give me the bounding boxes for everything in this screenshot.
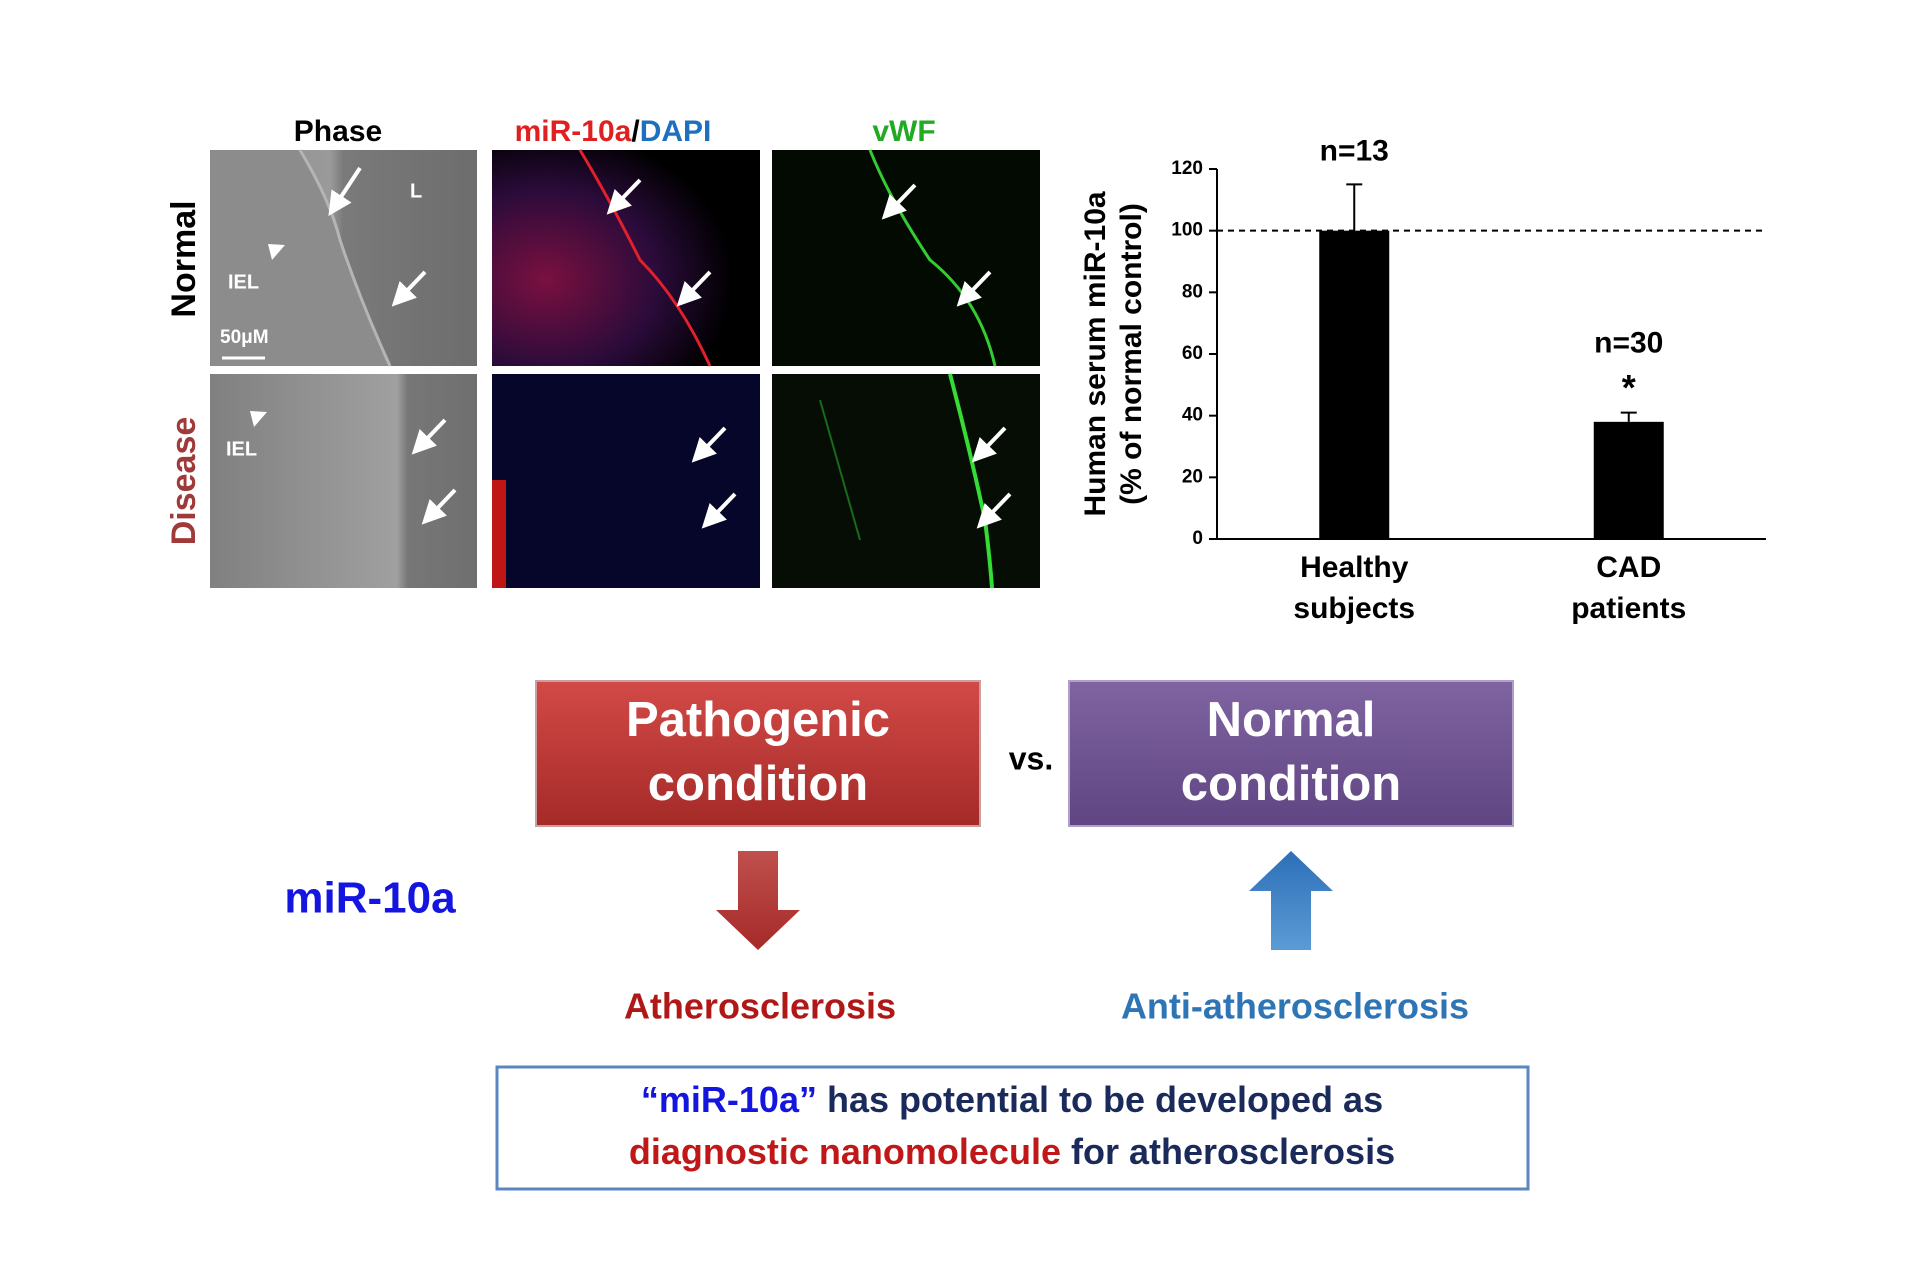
- text-part: “miR-10a”: [641, 1079, 817, 1120]
- x-tick-label-line: patients: [1571, 592, 1686, 625]
- down-arrow: [716, 851, 800, 950]
- box-text: condition: [648, 757, 868, 811]
- header-part: /: [631, 115, 640, 148]
- header-part: DAPI: [640, 115, 712, 148]
- column-header: miR-10a/DAPI: [515, 115, 712, 148]
- text-part: has potential to be developed as: [817, 1079, 1383, 1120]
- scale-bar-label: 50μM: [220, 327, 269, 348]
- box-text: Normal: [1207, 693, 1376, 747]
- y-axis-label-line: Human serum miR-10a: [1079, 191, 1112, 516]
- y-tick-label: 20: [1182, 466, 1203, 487]
- x-tick-label: Healthy subjects: [1293, 551, 1415, 625]
- dapi-normal: [492, 150, 760, 366]
- column-header: Phase: [294, 115, 382, 148]
- y-tick-label: 120: [1171, 158, 1203, 179]
- tissue: [210, 150, 390, 366]
- bar: [1593, 421, 1664, 539]
- y-axis-label: Human serum miR-10a (% of normal control): [1079, 191, 1148, 516]
- y-tick-label: 0: [1192, 528, 1203, 549]
- image-label: IEL: [228, 271, 259, 293]
- y-tick-label: 60: [1182, 343, 1203, 364]
- microscopy: L IEL 50μM IEL: [210, 149, 1040, 589]
- y-tick-label: 100: [1171, 220, 1203, 241]
- conclusion-line: “miR-10a” has potential to be developed …: [641, 1079, 1383, 1120]
- n-label: n=30: [1594, 327, 1663, 360]
- x-tick-label: CAD patients: [1571, 551, 1686, 625]
- image-label: L: [410, 180, 422, 202]
- image-label: IEL: [226, 438, 257, 460]
- vs-label: vs.: [1009, 740, 1053, 776]
- phase-disease: [210, 374, 477, 588]
- x-tick-label-line: subjects: [1293, 592, 1415, 625]
- up-arrow: [1249, 851, 1333, 950]
- y-tick-label: 40: [1182, 405, 1203, 426]
- text-part: for atherosclerosis: [1061, 1131, 1395, 1172]
- pathogenic-box: [535, 680, 981, 827]
- normal-box: [1068, 680, 1514, 827]
- x-tick-label-line: CAD: [1596, 551, 1661, 584]
- n-label: n=13: [1320, 134, 1389, 167]
- dapi-disease: [492, 374, 760, 588]
- row-label: Normal: [165, 200, 203, 317]
- column-header: vWF: [872, 115, 935, 148]
- y-tick-label: 80: [1182, 281, 1203, 302]
- header-part: miR-10a: [515, 115, 632, 148]
- mirna-label: miR-10a: [284, 874, 456, 923]
- box-text: condition: [1181, 757, 1401, 811]
- y-axis-label-line: (% of normal control): [1115, 203, 1148, 505]
- significance-marker: *: [1622, 367, 1636, 408]
- vwf-disease: [772, 374, 1040, 588]
- outcome-label: Atherosclerosis: [624, 986, 896, 1027]
- outcome-label: Anti-atherosclerosis: [1121, 986, 1469, 1027]
- row-label: Disease: [165, 417, 203, 546]
- bar: [1319, 230, 1390, 539]
- conclusion-line: diagnostic nanomolecule for atherosclero…: [629, 1131, 1395, 1172]
- text-part: diagnostic nanomolecule: [629, 1131, 1061, 1172]
- vwf-normal: [772, 150, 1040, 366]
- box-text: Pathogenic: [626, 693, 890, 747]
- bar-chart: 0 20 40 60 80 100 120 Human serum miR-10a (% of …: [1079, 134, 1766, 625]
- x-tick-label-line: Healthy: [1300, 551, 1409, 584]
- conclusion-box: [495, 1065, 1530, 1191]
